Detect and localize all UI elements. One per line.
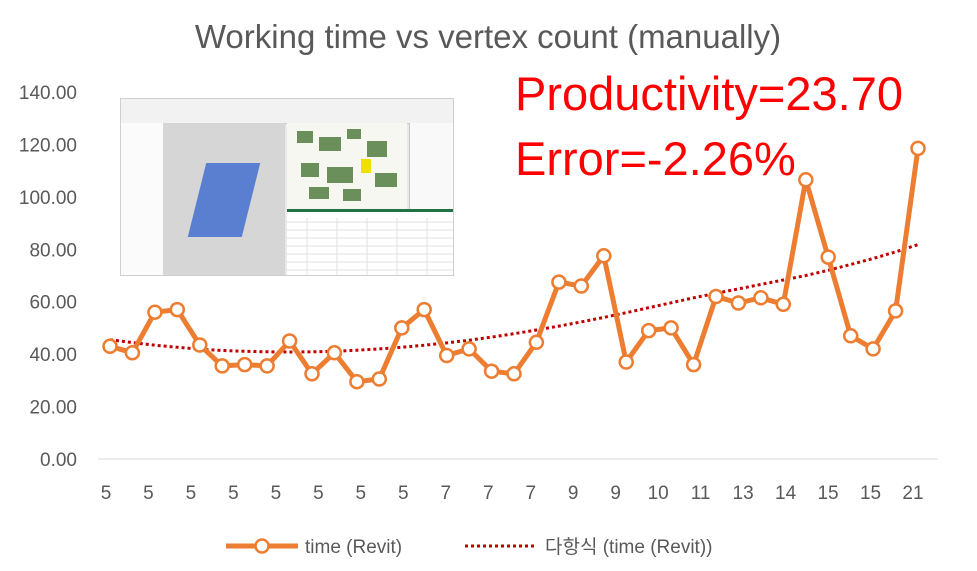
data-point <box>798 172 814 188</box>
x-tick-label: 13 <box>733 483 754 504</box>
data-point <box>281 333 298 349</box>
inset-map-view <box>287 123 407 209</box>
x-tick-label: 9 <box>610 483 621 504</box>
y-tick-label: 120.00 <box>19 135 77 156</box>
y-tick-label: 60.00 <box>29 293 77 314</box>
x-tick-label: 5 <box>313 483 324 504</box>
data-point <box>528 334 545 351</box>
error-annotation: Error=-2.26% <box>515 132 796 185</box>
data-point <box>506 366 522 382</box>
data-point <box>236 356 253 373</box>
x-tick-label: 21 <box>902 483 923 504</box>
data-point <box>865 341 881 357</box>
data-point <box>887 303 904 319</box>
data-point <box>842 328 859 344</box>
data-point <box>147 304 163 320</box>
data-point <box>730 295 747 311</box>
y-tick-label: 0.00 <box>40 450 77 471</box>
x-tick-label: 5 <box>398 483 409 504</box>
data-point <box>573 278 590 294</box>
legend-label-trendline: 다항식 (time (Revit)) <box>545 536 713 558</box>
x-tick-label: 10 <box>648 483 669 504</box>
data-point <box>259 358 275 374</box>
data-point <box>910 140 926 157</box>
data-point <box>326 345 343 361</box>
x-tick-label: 15 <box>860 483 881 504</box>
data-point <box>820 249 836 265</box>
inset-excel-window <box>287 209 453 275</box>
x-tick-label: 7 <box>525 483 536 504</box>
y-tick-label: 40.00 <box>29 345 77 366</box>
data-point <box>753 290 769 306</box>
data-point <box>124 345 141 361</box>
x-tick-label: 5 <box>271 483 282 504</box>
chart-title: Working time vs vertex count (manually) <box>195 18 781 55</box>
inset-ribbon <box>121 99 453 124</box>
data-point <box>438 347 455 364</box>
data-point <box>102 338 118 355</box>
data-point <box>394 320 410 336</box>
data-point <box>685 356 702 373</box>
x-tick-label: 5 <box>101 483 112 504</box>
data-point <box>775 296 792 313</box>
data-point <box>640 322 657 339</box>
productivity-annotation: Productivity=23.70 <box>515 67 903 120</box>
y-tick-label: 140.00 <box>19 83 77 104</box>
x-tick-label: 15 <box>817 483 838 504</box>
data-point <box>551 274 567 290</box>
x-tick-label: 11 <box>691 483 711 504</box>
data-point <box>461 341 477 357</box>
y-tick-label: 80.00 <box>29 240 77 261</box>
data-point <box>214 358 230 374</box>
trendline <box>109 243 919 354</box>
x-tick-label: 5 <box>143 483 154 504</box>
data-point <box>618 354 634 370</box>
x-tick-label: 7 <box>483 483 494 504</box>
data-point <box>708 288 724 305</box>
x-tick-label: 7 <box>441 483 452 504</box>
inset-side-list <box>409 123 453 209</box>
data-point <box>483 363 500 379</box>
data-point <box>596 248 612 264</box>
x-tick-label: 14 <box>775 483 797 504</box>
revit-screenshot-inset <box>120 98 454 276</box>
data-point <box>304 366 320 382</box>
data-point <box>349 373 365 390</box>
y-tick-label: 100.00 <box>19 188 77 209</box>
x-tick-label: 5 <box>356 483 367 504</box>
data-point <box>416 301 432 318</box>
x-tick-label: 9 <box>568 483 579 504</box>
legend-label-time-revit: time (Revit) <box>305 537 402 558</box>
legend: time (Revit) 다항식 (time (Revit)) <box>226 536 713 558</box>
legend-marker-time-revit <box>254 538 270 554</box>
data-point <box>663 320 679 336</box>
data-point <box>192 337 208 353</box>
data-point <box>169 301 186 318</box>
data-point <box>371 371 388 387</box>
inset-properties-panel <box>121 123 164 275</box>
x-tick-label: 5 <box>228 483 239 504</box>
x-tick-label: 5 <box>186 483 197 504</box>
y-tick-label: 20.00 <box>29 398 77 419</box>
